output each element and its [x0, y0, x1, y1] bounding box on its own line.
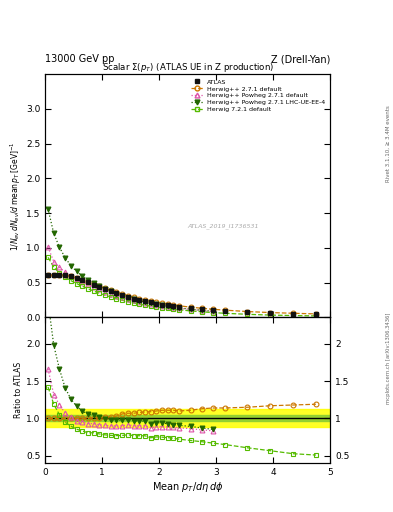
Legend: ATLAS, Herwig++ 2.7.1 default, Herwig++ Powheg 2.7.1 default, Herwig++ Powheg 2.: ATLAS, Herwig++ 2.7.1 default, Herwig++ …: [189, 77, 327, 114]
Text: 13000 GeV pp: 13000 GeV pp: [45, 54, 115, 64]
Text: Z (Drell-Yan): Z (Drell-Yan): [271, 54, 330, 64]
X-axis label: Mean $p_T/d\eta\,d\phi$: Mean $p_T/d\eta\,d\phi$: [152, 480, 224, 494]
Y-axis label: $1/N_{\!ev}\,dN_{ev}/d\,\mathrm{mean}\,p_T\,[\mathrm{GeV}]^{-1}$: $1/N_{\!ev}\,dN_{ev}/d\,\mathrm{mean}\,p…: [9, 141, 23, 251]
Y-axis label: Ratio to ATLAS: Ratio to ATLAS: [14, 362, 23, 418]
Title: Scalar $\Sigma(p_T)$ (ATLAS UE in Z production): Scalar $\Sigma(p_T)$ (ATLAS UE in Z prod…: [102, 61, 274, 74]
Text: ATLAS_2019_I1736531: ATLAS_2019_I1736531: [188, 223, 259, 229]
Text: Rivet 3.1.10, ≥ 3.4M events: Rivet 3.1.10, ≥ 3.4M events: [386, 105, 391, 182]
Text: mcplots.cern.ch [arXiv:1306.3436]: mcplots.cern.ch [arXiv:1306.3436]: [386, 313, 391, 404]
